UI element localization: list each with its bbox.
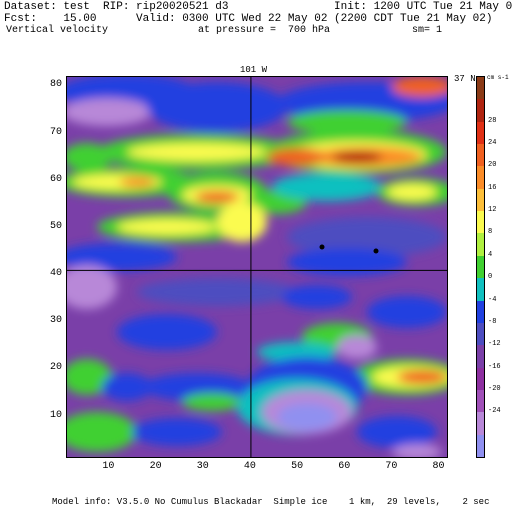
contour-field [67, 77, 447, 457]
colorbar-tick-label: -8 [488, 317, 497, 326]
colorbar [476, 76, 485, 458]
colorbar-swatch [477, 412, 484, 435]
x-tick-label: 70 [385, 461, 398, 472]
y-tick-label: 50 [49, 220, 62, 232]
colorbar-swatch [477, 211, 484, 234]
x-tick-label: 10 [102, 461, 115, 472]
colorbar-swatch [477, 278, 484, 301]
station-marker [373, 248, 379, 254]
field-name: Vertical velocity [6, 25, 109, 36]
colorbar-swatch [477, 99, 484, 122]
colorbar-tick-label: 24 [488, 139, 497, 148]
colorbar-tick-label: 4 [488, 250, 493, 259]
y-tick-label: 80 [49, 79, 62, 91]
colorbar-swatch [477, 77, 484, 100]
colorbar-swatch [477, 188, 484, 212]
meridian-label: 101 W [240, 65, 268, 75]
colorbar-swatch [477, 233, 484, 256]
y-tick-label: 30 [49, 315, 62, 327]
x-tick-label: 50 [291, 461, 304, 472]
colorbar-swatch [477, 345, 484, 368]
colorbar-tick-label: -20 [488, 384, 501, 393]
model-info: Model info: V3.5.0 No Cumulus Blackadar … [52, 497, 490, 507]
colorbar-tick-label: 8 [488, 228, 493, 237]
parallel-label: 37 N [454, 74, 476, 84]
colorbar-swatch [477, 322, 484, 346]
colorbar-units: cm s-1 [487, 74, 509, 81]
colorbar-tick-label: -4 [488, 295, 497, 304]
colorbar-tick-label: -16 [488, 362, 501, 371]
colorbar-swatch [477, 300, 484, 323]
reference-lines [67, 77, 447, 457]
x-tick-label: 30 [196, 461, 209, 472]
colorbar-tick-label: 0 [488, 273, 493, 282]
header-dataset: Dataset: test RIP: rip20020521 d3 [4, 1, 229, 13]
colorbar-swatch [477, 389, 484, 413]
y-tick-label: 70 [49, 126, 62, 138]
colorbar-swatch [477, 121, 484, 145]
station-marker [319, 244, 325, 250]
colorbar-tick-label: 28 [488, 116, 497, 125]
colorbar-tick-label: 20 [488, 161, 497, 170]
header-valid: Valid: 0300 UTC Wed 22 May 02 (2200 CDT … [136, 13, 493, 25]
y-tick-label: 20 [49, 362, 62, 374]
colorbar-tick-label: -12 [488, 340, 501, 349]
colorbar-swatch [477, 144, 484, 167]
colorbar-tick-label: -24 [488, 407, 501, 416]
vertical-velocity-map [66, 76, 448, 458]
x-tick-label: 20 [149, 461, 162, 472]
colorbar-tick-label: 12 [488, 206, 497, 215]
smoothing: sm= 1 [412, 25, 443, 36]
y-tick-label: 10 [49, 409, 62, 421]
colorbar-swatch [477, 434, 484, 457]
pressure-level: at pressure = 700 hPa [198, 25, 331, 36]
y-tick-label: 40 [49, 268, 62, 280]
x-tick-label: 80 [432, 461, 445, 472]
colorbar-swatch [477, 255, 484, 279]
header-fcst: Fcst: 15.00 [4, 13, 97, 25]
header-init: Init: 1200 UTC Tue 21 May 02 [334, 1, 512, 13]
colorbar-swatch [477, 367, 484, 390]
x-tick-label: 60 [338, 461, 351, 472]
colorbar-tick-label: 16 [488, 183, 497, 192]
y-tick-label: 60 [49, 173, 62, 185]
colorbar-swatch [477, 166, 484, 189]
x-tick-label: 40 [243, 461, 256, 472]
